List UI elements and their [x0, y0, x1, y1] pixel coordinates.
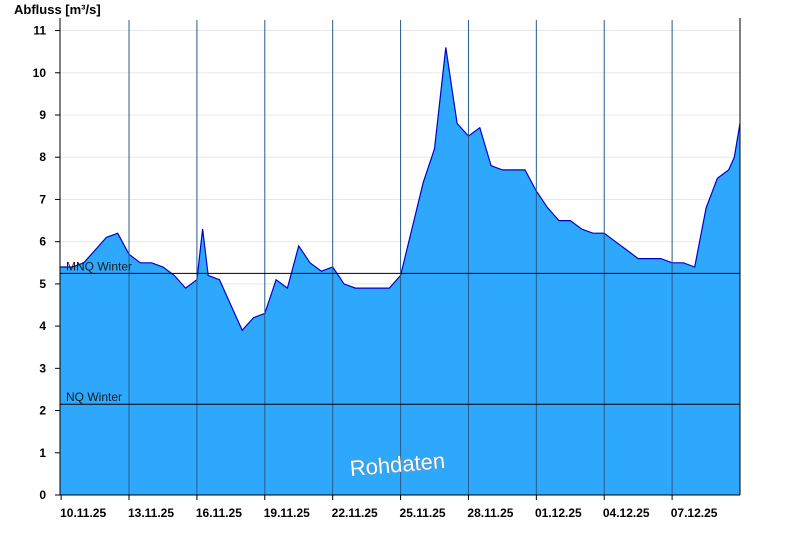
x-tick-label: 28.11.25	[467, 506, 513, 520]
x-tick-label: 25.11.25	[400, 506, 446, 520]
x-tick-label: 04.12.25	[603, 506, 650, 520]
y-tick-label: 1	[39, 446, 46, 460]
x-tick-label: 19.11.25	[264, 506, 310, 520]
discharge-area	[60, 47, 741, 496]
x-tick-label: 22.11.25	[332, 506, 378, 520]
y-tick-label: 0	[39, 488, 46, 502]
y-tick-label: 6	[39, 235, 46, 249]
x-tick-label: 10.11.25	[60, 506, 106, 520]
x-tick-labels: 10.11.25 13.11.25 16.11.25 19.11.25 22.11.25…	[60, 506, 718, 520]
y-tick-label: 8	[39, 150, 46, 164]
reference-line-label: NQ Winter	[66, 390, 122, 404]
y-tick-label: 3	[39, 361, 46, 375]
axes	[55, 18, 741, 500]
y-tick-label: 4	[39, 319, 46, 333]
y-tick-label: 2	[39, 404, 46, 418]
y-tick-label: 7	[39, 192, 46, 206]
discharge-area-fill	[60, 47, 740, 496]
x-tick-label: 13.11.25	[128, 506, 174, 520]
x-tick-label: 16.11.25	[196, 506, 242, 520]
vertical-gridlines	[128, 20, 673, 495]
y-tick-labels: 0 1 2 3 4 5 6 7 8 9 10 11	[33, 24, 47, 502]
y-tick-label: 9	[39, 108, 46, 122]
discharge-line	[60, 47, 741, 332]
y-tick-label: 11	[33, 24, 46, 38]
y-tick-label: 5	[39, 277, 46, 291]
reference-lines: MNQ Winter NQ Winter	[60, 259, 740, 405]
x-tick-label: 07.12.25	[671, 506, 718, 520]
reference-line-label: MNQ Winter	[66, 259, 132, 273]
y-tick-label: 10	[33, 66, 47, 80]
y-axis-label: Abfluss [m³/s]	[14, 2, 101, 17]
x-tick-label: 01.12.25	[535, 506, 582, 520]
